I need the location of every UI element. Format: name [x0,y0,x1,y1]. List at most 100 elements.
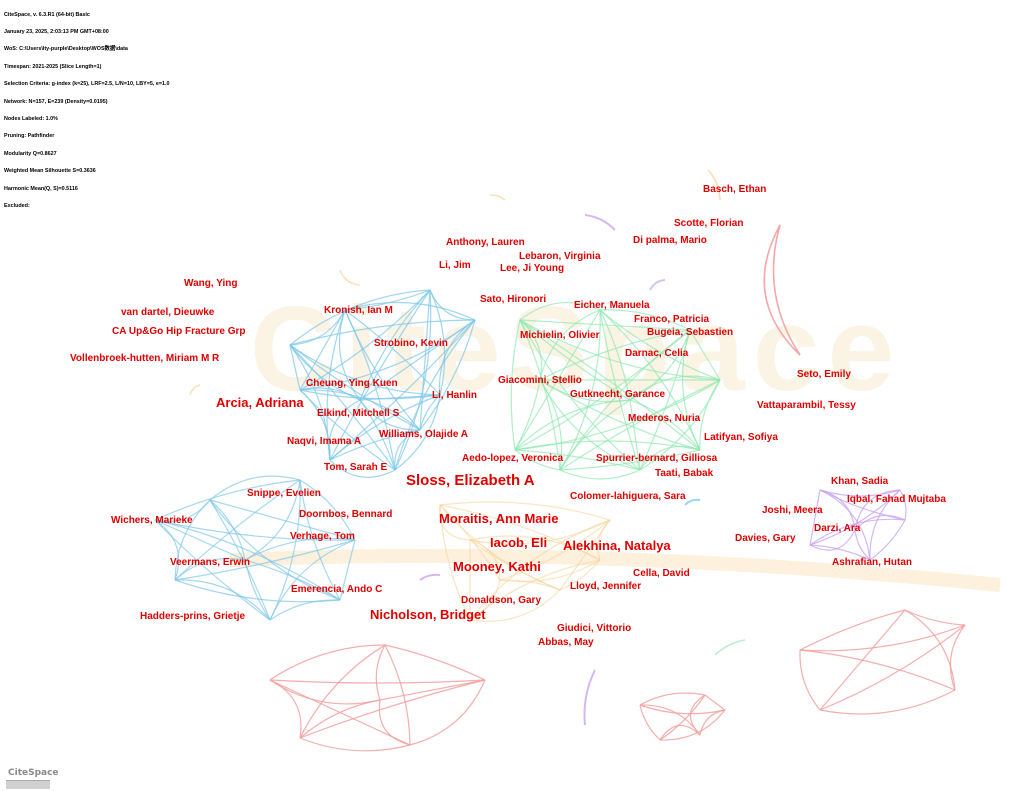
author-label-michielin[interactable]: Michielin, Olivier [520,330,600,341]
author-label-latifyan[interactable]: Latifyan, Sofiya [704,432,778,443]
author-label-franco[interactable]: Franco, Patricia [634,314,710,325]
coauthor-edge-orange [439,504,471,621]
network-summary-panel: CiteSpace, v. 6.3.R1 (64-bit) Basic Janu… [4,1,170,221]
author-label-sloss[interactable]: Sloss, Elizabeth A [406,472,535,489]
coauthor-edge-purple [899,489,907,521]
author-label-joshi[interactable]: Joshi, Meera [762,505,823,516]
coauthor-edge-blue [299,289,431,391]
coauthor-edge-blue [289,309,346,346]
coauthor-edge-blue [289,344,301,391]
author-label-wichers[interactable]: Wichers, Marieke [111,515,193,526]
author-label-lebaron[interactable]: Lebaron, Virginia [519,251,601,262]
coauthor-edge-blue [299,479,356,541]
author-label-alekhina[interactable]: Alekhina, Natalya [563,538,671,553]
coauthor-edge-blue [269,599,341,621]
author-label-wangying[interactable]: Wang, Ying [184,278,238,289]
author-label-darnac[interactable]: Darnac, Celia [625,348,689,359]
author-label-cheung[interactable]: Cheung, Ying Kuen [306,378,398,389]
author-label-khan[interactable]: Khan, Sadia [831,476,889,487]
author-label-caupgo[interactable]: CA Up&Go Hip Fracture Grp [112,326,246,337]
author-label-scotte[interactable]: Scotte, Florian [674,218,744,229]
author-label-vandartel[interactable]: van dartel, Dieuwke [121,307,215,318]
coauthor-edge-blue [244,537,356,561]
coauthor-edge-blue [299,389,441,400]
author-label-tomsarah[interactable]: Tom, Sarah E [324,462,388,473]
coauthor-edge-red [409,679,486,746]
author-label-elkind[interactable]: Elkind, Mitchell S [317,408,400,419]
author-label-spurrier[interactable]: Spurrier-bernard, Gilliosa [596,453,718,464]
author-label-veermans[interactable]: Veermans, Erwin [170,557,251,568]
author-label-iacob[interactable]: Iacob, Eli [490,535,548,550]
coauthor-edge-red [949,624,966,691]
summary-line: Excluded: [4,202,30,209]
author-label-giudici[interactable]: Giudici, Vittorio [557,623,632,634]
coauthor-edge-purple [819,489,871,561]
coauthor-edge-green [559,449,701,471]
coauthor-edge-green [629,399,701,451]
coauthor-edge-blue [419,289,431,431]
author-label-bugeia[interactable]: Bugeia, Sebastien [647,327,734,338]
coauthor-edge-blue [244,559,271,621]
coauthor-edge-red [299,699,381,739]
author-label-lihanlin[interactable]: Li, Hanlin [432,390,477,401]
author-label-setoemily[interactable]: Seto, Emily [797,369,851,380]
coauthor-edge-blue [359,289,431,401]
author-label-mooney[interactable]: Mooney, Kathi [453,559,541,574]
author-label-doornbos[interactable]: Doornbos, Bennard [299,509,393,520]
author-label-eicher[interactable]: Eicher, Manuela [574,300,650,311]
coauthor-edge-orange [597,519,611,561]
author-label-taati[interactable]: Taati, Babak [655,468,714,479]
coauthor-edge-red [299,644,386,739]
coauthor-edge-orange [339,269,361,286]
coauthor-edge-green [539,329,691,381]
author-label-williams[interactable]: Williams, Olajide A [379,429,469,440]
author-label-haddersprins[interactable]: Hadders-prins, Grietje [140,611,246,622]
coauthor-edge-blue [344,301,476,321]
author-label-moraitis[interactable]: Moraitis, Ann Marie [439,511,559,526]
author-label-darzi[interactable]: Darzi, Ara [814,523,861,534]
author-label-abbas[interactable]: Abbas, May [538,637,594,648]
author-label-nicholson[interactable]: Nicholson, Bridget [370,607,486,622]
author-label-donaldson[interactable]: Donaldson, Gary [461,595,542,606]
coauthor-edge-purple [584,214,616,231]
author-label-lijim[interactable]: Li, Jim [439,260,471,271]
coauthor-edge-blue [154,519,356,541]
author-label-basch[interactable]: Basch, Ethan [703,184,767,195]
author-label-leejiyoung[interactable]: Lee, Ji Young [500,263,565,274]
author-label-dipalma[interactable]: Di palma, Mario [633,235,707,246]
author-label-snippe[interactable]: Snippe, Evelien [247,488,321,499]
coauthor-edge-orange [439,501,611,521]
coauthor-edge-green [519,301,601,321]
author-label-emerencia[interactable]: Emerencia, Ando C [291,584,383,595]
coauthor-edge-green [699,379,721,451]
coauthor-edge-blue [209,499,271,621]
summary-line: Network: N=157, E=239 (Density=0.0195) [4,98,108,105]
author-label-arcia[interactable]: Arcia, Adriana [216,395,304,410]
author-label-ashrafian[interactable]: Ashrafian, Hutan [832,557,913,568]
coauthor-edge-green [514,449,641,471]
coauthor-edge-red [269,679,486,684]
coauthor-edge-blue [289,319,476,346]
author-label-anthony[interactable]: Anthony, Lauren [446,237,525,248]
coauthor-edge-green [714,639,746,656]
author-label-giacomini[interactable]: Giacomini, Stellio [498,375,582,386]
coauthor-edge-blue [359,319,476,401]
author-label-cella[interactable]: Cella, David [633,568,690,579]
author-label-davies[interactable]: Davies, Gary [735,533,796,544]
coauthor-edge-green [519,319,691,331]
author-label-iqbal[interactable]: Iqbal, Fahad Mujtaba [847,494,946,505]
author-label-gutknecht[interactable]: Gutknecht, Garance [570,389,666,400]
author-label-lloyd[interactable]: Lloyd, Jennifer [570,581,642,592]
author-label-vattaparambil[interactable]: Vattaparambil, Tessy [757,400,856,411]
author-label-mederos[interactable]: Mederos, Nuria [628,413,701,424]
author-label-vollenbroek[interactable]: Vollenbroek-hutten, Miriam M R [70,353,220,364]
author-label-satohironori[interactable]: Sato, Hironori [480,294,547,305]
author-label-naqvi[interactable]: Naqvi, Imama A [287,436,362,447]
coauthor-edge-green [514,440,701,451]
author-label-kronish[interactable]: Kronish, Ian M [324,305,393,316]
author-label-strobino[interactable]: Strobino, Kevin [374,338,448,349]
author-label-aedolopez[interactable]: Aedo-lopez, Veronica [462,453,564,464]
author-label-verhage[interactable]: Verhage, Tom [290,531,355,542]
author-label-colomer[interactable]: Colomer-lahiguera, Sara [570,491,686,502]
coauthor-edge-green [559,469,641,480]
